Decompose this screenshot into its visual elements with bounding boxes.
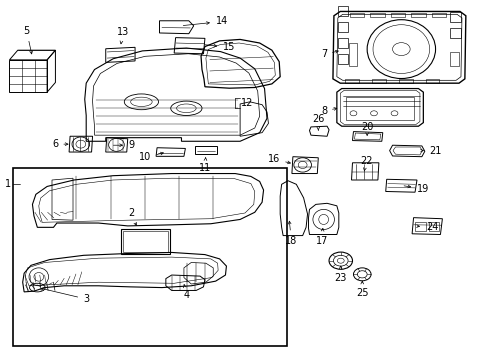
Bar (450, 28, 461, 39)
Bar (391, 13, 405, 17)
Bar (338, 22, 347, 32)
Text: 26: 26 (312, 114, 324, 130)
Text: 12: 12 (241, 98, 253, 108)
Text: 8: 8 (321, 106, 337, 116)
Bar (13, 168, 287, 346)
Bar (338, 54, 347, 64)
Text: 3: 3 (41, 288, 89, 304)
Bar (450, 51, 459, 66)
Text: 2: 2 (128, 208, 137, 225)
Bar (415, 222, 426, 231)
Text: 24: 24 (416, 222, 438, 232)
Text: 7: 7 (321, 49, 338, 59)
Text: 19: 19 (404, 184, 429, 194)
Bar (429, 222, 440, 231)
Text: 13: 13 (117, 27, 129, 44)
Text: 18: 18 (285, 221, 297, 246)
Bar (411, 13, 426, 17)
Text: 25: 25 (356, 281, 368, 298)
Text: 23: 23 (334, 266, 346, 283)
Text: 11: 11 (199, 157, 211, 173)
Text: 15: 15 (205, 42, 235, 52)
Bar (349, 13, 364, 17)
Text: 16: 16 (268, 154, 291, 164)
Bar (370, 13, 385, 17)
Bar (348, 42, 357, 66)
Bar (345, 79, 359, 83)
Bar (345, 97, 414, 121)
Text: 20: 20 (361, 122, 373, 135)
Text: 14: 14 (183, 17, 228, 27)
Text: 6: 6 (52, 139, 68, 149)
Bar (121, 229, 170, 253)
Bar (372, 79, 386, 83)
Text: 5: 5 (24, 26, 32, 54)
Bar (338, 38, 347, 48)
Bar (399, 79, 413, 83)
Text: 21: 21 (420, 145, 442, 156)
Bar (123, 230, 168, 252)
Bar (450, 12, 461, 22)
Bar (426, 79, 440, 83)
Text: 1: 1 (5, 179, 11, 189)
Text: 9: 9 (113, 140, 135, 150)
Bar (338, 6, 347, 16)
Bar (432, 13, 446, 17)
Text: 22: 22 (360, 156, 372, 171)
Text: 17: 17 (316, 228, 328, 246)
Text: 10: 10 (139, 152, 163, 162)
Text: 4: 4 (183, 285, 190, 301)
